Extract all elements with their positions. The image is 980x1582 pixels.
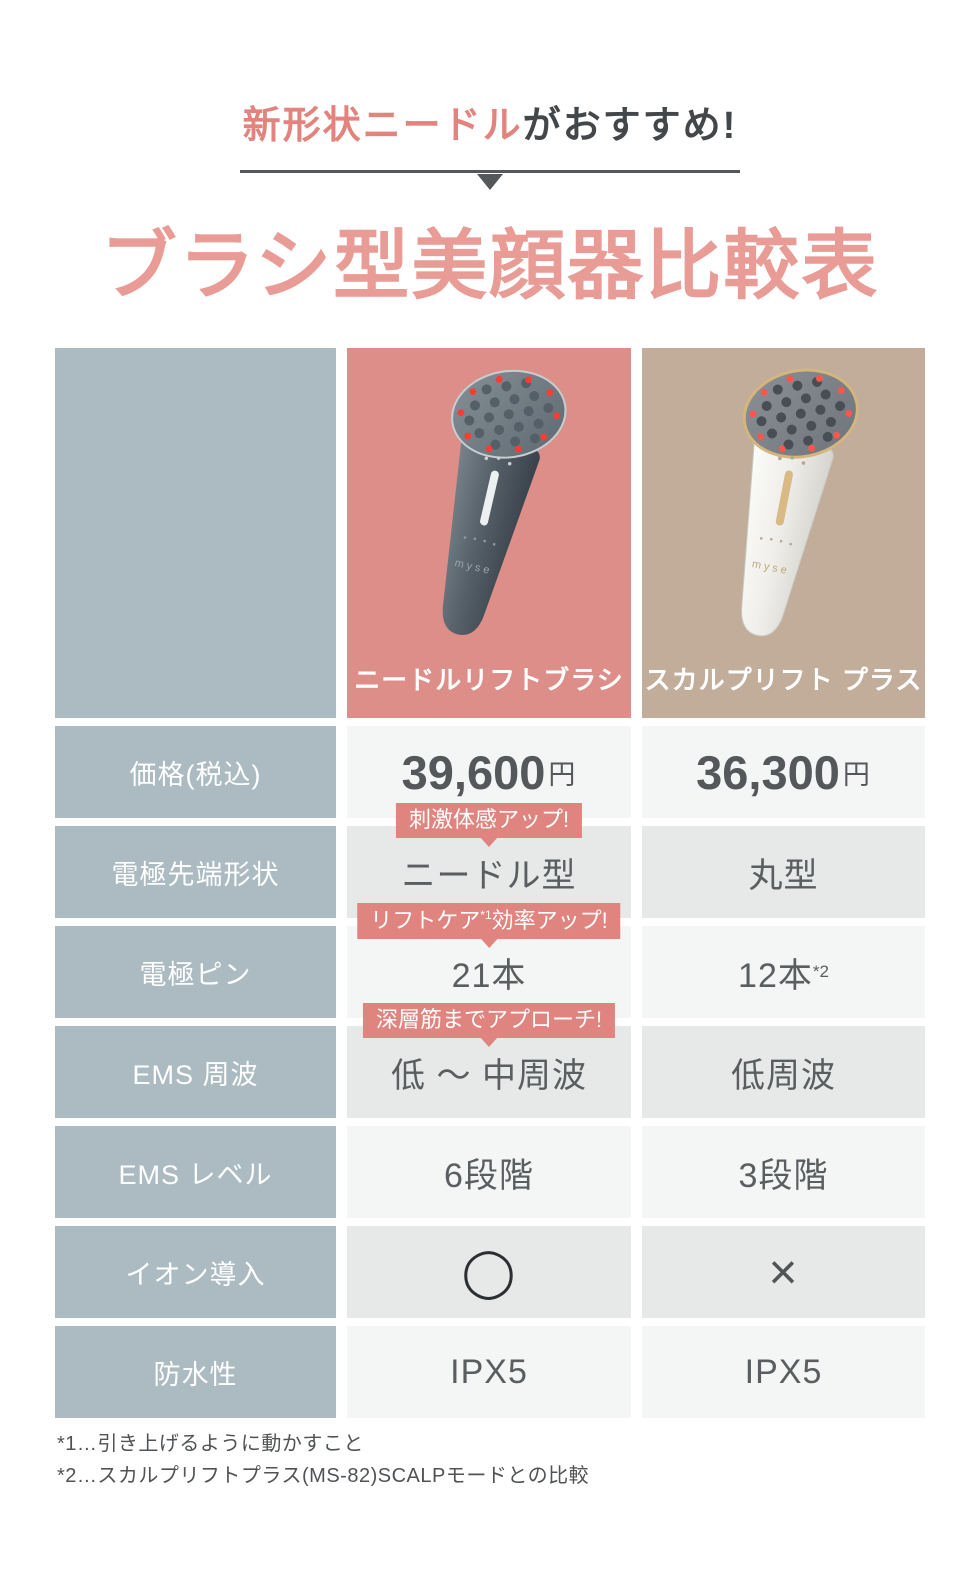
badge-stimulation-up: 刺激体感アップ! bbox=[395, 803, 583, 838]
row-label-waterproof: 防水性 bbox=[55, 1326, 336, 1418]
circle-mark-icon: ◯ bbox=[461, 1246, 517, 1299]
header-needle-column: myse ニードルリフトブラシ bbox=[347, 348, 631, 718]
needle-ems-level-value: 6段階 bbox=[444, 1156, 534, 1195]
comparison-table: myse ニードルリフトブラシ bbox=[55, 348, 925, 1418]
scalp-pins-footnote-ref: *2 bbox=[812, 962, 829, 981]
scalp-ems-frequency-cell: 低周波 bbox=[642, 1026, 925, 1118]
scalp-price-cell: 36,300 円 bbox=[642, 726, 925, 818]
row-label-ems-frequency: EMS 周波 bbox=[55, 1026, 336, 1118]
badge-lift-care-pre: リフトケア bbox=[370, 908, 481, 933]
divider-line bbox=[240, 170, 740, 173]
row-label-tip-shape: 電極先端形状 bbox=[55, 826, 336, 918]
needle-waterproof-cell: IPX5 bbox=[347, 1326, 631, 1418]
row-label-price: 価格(税込) bbox=[55, 726, 336, 818]
down-triangle-icon bbox=[477, 174, 503, 190]
badge-lift-care-post: 効率アップ! bbox=[491, 908, 608, 933]
needle-ion-cell: ◯ bbox=[347, 1226, 631, 1318]
badge-lift-care-sup: *1 bbox=[480, 908, 492, 922]
scalp-price-unit: 円 bbox=[842, 759, 871, 790]
scalp-tip-shape-cell: 丸型 bbox=[642, 826, 925, 918]
needle-waterproof-value: IPX5 bbox=[450, 1352, 528, 1391]
header-empty-cell bbox=[55, 348, 336, 718]
scalp-ion-cell: × bbox=[642, 1226, 925, 1318]
footnotes: *1…引き上げるように動かすこと *2…スカルプリフトプラス(MS-82)SCA… bbox=[57, 1428, 589, 1493]
scalp-ems-level-value: 3段階 bbox=[738, 1156, 829, 1195]
needle-product-name: ニードルリフトブラシ bbox=[354, 664, 624, 695]
scalp-waterproof-value: IPX5 bbox=[744, 1352, 823, 1391]
footnote-1: *1…引き上げるように動かすこと bbox=[57, 1433, 364, 1455]
scalp-ems-frequency-value: 低周波 bbox=[731, 1056, 836, 1095]
needle-ems-frequency-cell: 深層筋までアプローチ! 低 〜 中周波 bbox=[347, 1003, 631, 1118]
needle-pins-value: 21本 bbox=[451, 956, 527, 995]
needle-price-value: 39,600 bbox=[401, 745, 546, 799]
needle-ems-frequency-value: 低 〜 中周波 bbox=[391, 1056, 587, 1095]
badge-lift-care-up: リフトケア*1効率アップ! bbox=[357, 903, 621, 939]
scalp-pins-value: 12本 bbox=[738, 956, 813, 995]
scalp-pins-cell: 12本 *2 bbox=[642, 926, 925, 1018]
row-label-pins: 電極ピン bbox=[55, 926, 336, 1018]
cross-mark-icon: × bbox=[768, 1244, 799, 1300]
needle-product-image: myse bbox=[347, 348, 631, 646]
footnote-2: *2…スカルプリフトプラス(MS-82)SCALPモードとの比較 bbox=[57, 1465, 590, 1488]
row-label-ion: イオン導入 bbox=[55, 1226, 336, 1318]
needle-price-unit: 円 bbox=[548, 759, 577, 790]
scalp-ems-level-cell: 3段階 bbox=[642, 1126, 925, 1218]
scalp-waterproof-cell: IPX5 bbox=[642, 1326, 925, 1418]
page-title: ブラシ型美顔器比較表 bbox=[100, 224, 880, 309]
scalp-tip-shape-value: 丸型 bbox=[748, 856, 819, 895]
scalp-product-name: スカルプリフト プラス bbox=[644, 664, 923, 695]
badge-deep-muscle: 深層筋までアプローチ! bbox=[362, 1003, 616, 1038]
scalp-price-value: 36,300 bbox=[696, 745, 840, 799]
headline-accent: 新形状ニードル bbox=[242, 105, 523, 147]
header-scalp-column: myse スカルプリフト プラス bbox=[642, 348, 925, 718]
row-label-ems-level: EMS レベル bbox=[55, 1126, 336, 1218]
needle-ems-level-cell: 6段階 bbox=[347, 1126, 631, 1218]
needle-tip-shape-value: ニードル型 bbox=[401, 856, 577, 895]
scalp-product-image: myse bbox=[642, 348, 925, 646]
headline: 新形状ニードルがおすすめ! bbox=[0, 94, 980, 149]
headline-rest: がおすすめ! bbox=[522, 105, 738, 147]
